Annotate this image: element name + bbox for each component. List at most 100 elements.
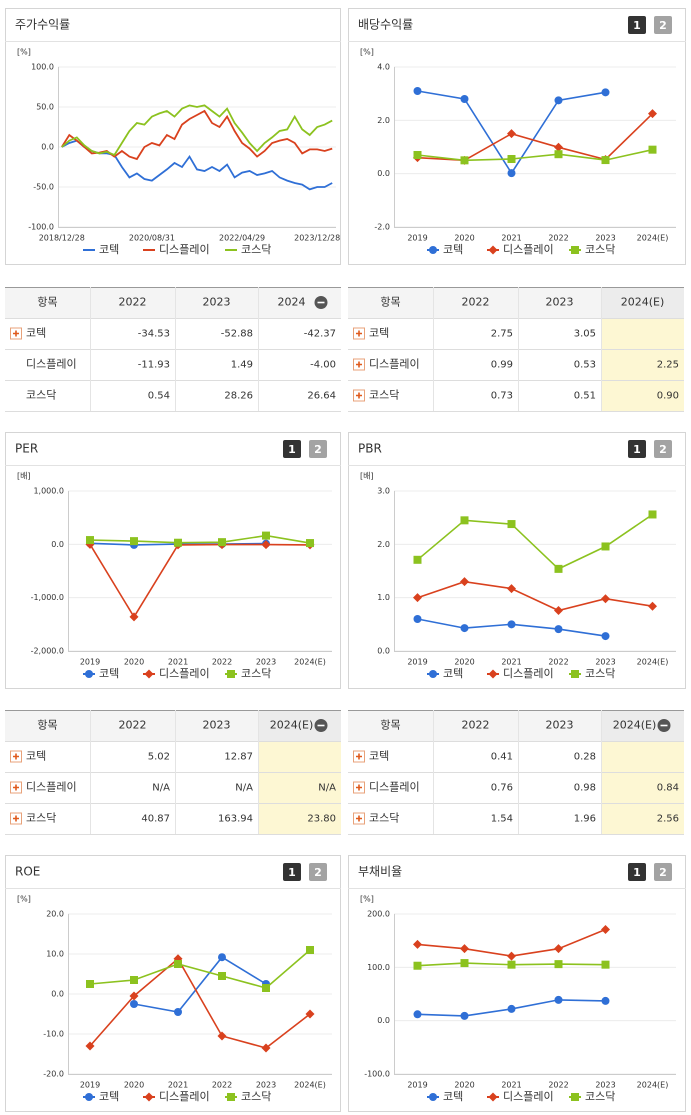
toggle-button-label[interactable]: 1 <box>633 19 641 32</box>
x-tick-label: 2023/12/28 <box>294 234 340 243</box>
toggle-button-label[interactable]: 1 <box>633 866 641 879</box>
data-point <box>554 995 563 1004</box>
toggle-button[interactable] <box>628 16 646 34</box>
y-tick-label: 10.0 <box>46 950 64 959</box>
y-tick-label: 0.0 <box>377 169 390 178</box>
legend-label: 코텍 <box>99 667 119 680</box>
y-tick-label: -50.0 <box>33 183 54 192</box>
x-tick-label: 2020 <box>124 658 144 667</box>
legend-marker <box>227 1093 235 1101</box>
toggle-button[interactable] <box>628 863 646 881</box>
toggle-button[interactable] <box>654 440 672 458</box>
toggle-button[interactable] <box>654 863 672 881</box>
data-point <box>601 542 610 551</box>
legend-marker <box>571 246 579 254</box>
data-point <box>648 601 657 611</box>
x-tick-label: 2020 <box>454 658 474 667</box>
cell-value: 23.80 <box>307 814 336 825</box>
table-header: 항목 <box>380 296 400 309</box>
data-point <box>648 510 657 519</box>
cell-value: 28.26 <box>224 391 253 402</box>
expand-icon-plus <box>13 815 19 822</box>
cell-value: -42.37 <box>304 329 336 340</box>
toggle-button[interactable] <box>628 440 646 458</box>
data-point <box>601 88 610 97</box>
toggle-button-label[interactable]: 2 <box>659 19 667 32</box>
series-line <box>89 543 311 619</box>
legend-label: 디스플레이 <box>503 1090 554 1103</box>
panel <box>348 8 686 265</box>
table-header: 2022 <box>119 719 147 732</box>
toggle-button[interactable] <box>309 440 327 458</box>
toggle-button-label[interactable]: 2 <box>314 443 322 456</box>
toggle-button-label[interactable]: 1 <box>288 866 296 879</box>
x-tick-label: 2021 <box>501 1081 521 1090</box>
y-unit: [%] <box>360 895 374 904</box>
y-tick-label: -20.0 <box>43 1070 64 1079</box>
y-unit: [%] <box>360 48 374 57</box>
data-point <box>174 960 182 968</box>
expand-icon-plus <box>356 815 362 822</box>
series-line <box>416 513 653 570</box>
row-label: 디스플레이 <box>369 358 420 371</box>
series-line <box>417 148 653 162</box>
toggle-button[interactable] <box>283 863 301 881</box>
chart-title: 주가수익률 <box>15 18 70 32</box>
table-header-bg <box>5 287 341 318</box>
x-tick-label: 2018/12/28 <box>39 234 85 243</box>
series-line <box>61 104 333 157</box>
data-point <box>507 1004 516 1013</box>
legend-marker <box>144 669 154 679</box>
table-header: 2023 <box>546 296 574 309</box>
chart-title: 부채비율 <box>358 865 402 879</box>
x-tick-label: 2020 <box>454 1081 474 1090</box>
table-header: 2023 <box>203 719 231 732</box>
y-tick-label: 0.0 <box>51 540 64 549</box>
y-unit: [%] <box>17 895 31 904</box>
chart-title: 배당수익률 <box>358 18 413 32</box>
legend-label: 코스닥 <box>241 667 271 680</box>
row-label: 디스플레이 <box>26 358 77 371</box>
x-tick-label: 2022 <box>548 234 568 243</box>
legend-label: 코텍 <box>443 1090 463 1103</box>
legend-label: 코스닥 <box>585 1090 615 1103</box>
series-line <box>133 956 267 1013</box>
toggle-button-label[interactable]: 1 <box>288 443 296 456</box>
data-point <box>507 520 516 529</box>
expand-icon-plus <box>13 784 19 791</box>
legend-label: 디스플레이 <box>159 1090 210 1103</box>
toggle-button-label[interactable]: 2 <box>659 866 667 879</box>
toggle-button[interactable] <box>283 440 301 458</box>
toggle-button-label[interactable]: 2 <box>659 443 667 456</box>
data-point <box>460 959 469 968</box>
data-point <box>218 953 226 962</box>
data-point <box>306 946 314 954</box>
y-tick-label: 0.0 <box>51 990 64 999</box>
data-point <box>460 577 469 587</box>
toggle-button-label[interactable]: 2 <box>314 866 322 879</box>
y-unit: [%] <box>17 48 31 57</box>
legend-marker <box>488 669 498 679</box>
data-point <box>306 539 314 548</box>
data-point <box>507 584 516 594</box>
expand-icon-plus <box>356 361 362 368</box>
data-point <box>507 620 516 629</box>
toggle-button-label[interactable]: 1 <box>633 443 641 456</box>
data-point <box>554 150 563 159</box>
cell-value: 2.75 <box>491 329 513 340</box>
y-tick-label: 4.0 <box>377 63 390 72</box>
table-header: 2022 <box>462 296 490 309</box>
data-point <box>130 537 138 546</box>
cell-value: N/A <box>318 783 336 794</box>
x-tick-label: 2020 <box>124 1081 144 1090</box>
legend-label: 코스닥 <box>241 1090 271 1103</box>
data-point <box>413 555 422 564</box>
x-tick-label: 2019 <box>407 658 427 667</box>
toggle-button[interactable] <box>654 16 672 34</box>
legend-marker <box>488 1092 498 1102</box>
data-point <box>601 960 610 969</box>
data-point <box>554 625 563 634</box>
series-line <box>89 534 311 544</box>
toggle-button[interactable] <box>309 863 327 881</box>
x-tick-label: 2022 <box>212 658 232 667</box>
